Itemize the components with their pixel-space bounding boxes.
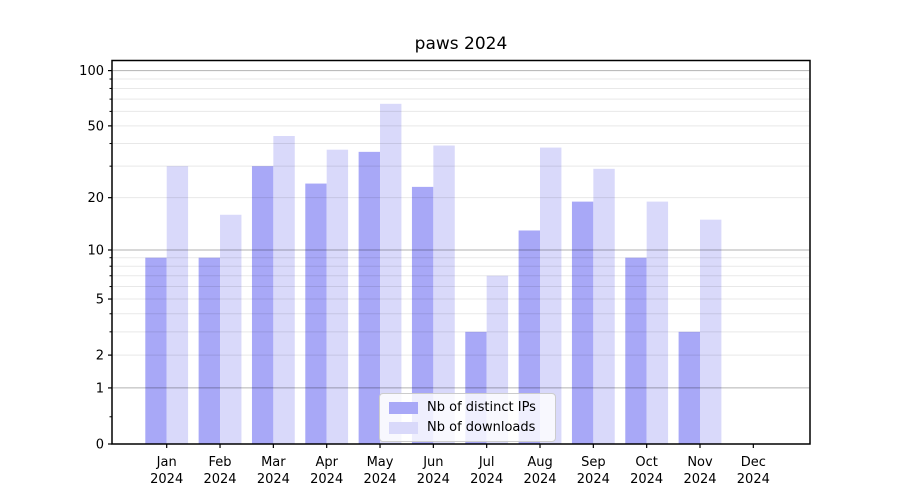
x-tick-label-month: Dec <box>741 455 766 470</box>
bar-ips-nov <box>678 331 700 444</box>
bar-ips-sep <box>571 201 594 444</box>
plot-frame <box>111 59 811 445</box>
bar-ips-oct <box>625 257 647 444</box>
bar-ips-may <box>358 151 381 444</box>
x-tick-label-month: Oct <box>635 455 657 470</box>
bar-ips-feb <box>198 257 221 444</box>
x-tick-label-year: 2024 <box>523 472 556 487</box>
bar-downloads-mar <box>273 136 295 444</box>
x-tick-label-year: 2024 <box>203 472 236 487</box>
x-tick-label-month: Jul <box>478 455 495 470</box>
y-tick-label: 50 <box>87 119 104 134</box>
y-tick-label: 2 <box>96 349 104 364</box>
x-tick-label-year: 2024 <box>577 472 610 487</box>
bar-downloads-jun <box>433 145 455 444</box>
x-tick-label-year: 2024 <box>363 472 396 487</box>
chart-title: paws 2024 <box>414 34 508 54</box>
x-tick-label-year: 2024 <box>630 472 663 487</box>
bar-ips-aug <box>518 230 541 444</box>
y-tick-label: 1 <box>96 381 104 396</box>
legend-swatch-ips-icon <box>389 401 418 414</box>
x-tick-label-year: 2024 <box>310 472 343 487</box>
x-tick-label-month: Nov <box>687 455 713 470</box>
x-tick-label-year: 2024 <box>683 472 716 487</box>
bar-downloads-aug <box>540 147 562 445</box>
legend-item-downloads: Nb of downloads <box>389 420 546 435</box>
legend: Nb of distinct IPs Nb of downloads <box>379 393 556 442</box>
bar-ips-jan <box>145 257 167 444</box>
y-tick-label: 0 <box>96 438 104 453</box>
x-tick-label-year: 2024 <box>257 472 290 487</box>
legend-label: Nb of distinct IPs <box>427 400 536 415</box>
bar-downloads-apr <box>326 149 349 444</box>
bar-downloads-sep <box>593 168 615 444</box>
x-tick-label-month: Apr <box>315 455 338 470</box>
legend-label: Nb of downloads <box>427 420 536 435</box>
bar-downloads-oct <box>646 201 669 444</box>
y-tick-label: 100 <box>79 64 104 79</box>
x-tick-label-month: Jan <box>156 455 177 470</box>
y-tick-label: 10 <box>87 243 104 258</box>
x-tick-label-year: 2024 <box>417 472 450 487</box>
bar-ips-apr <box>305 183 327 444</box>
bar-downloads-may <box>380 103 402 445</box>
x-tick-label-month: May <box>367 455 394 470</box>
x-tick-label-month: Mar <box>261 455 286 470</box>
bar-downloads-feb <box>220 214 242 444</box>
bar-ips-jun <box>411 186 434 444</box>
y-tick-label: 5 <box>96 293 104 308</box>
legend-item-distinct-ips: Nb of distinct IPs <box>389 400 546 415</box>
x-tick-label-year: 2024 <box>470 472 503 487</box>
legend-swatch-downloads-icon <box>389 421 418 434</box>
y-tick-label: 20 <box>87 191 104 206</box>
bar-ips-mar <box>251 166 274 445</box>
bar-downloads-nov <box>700 219 722 444</box>
x-tick-label-year: 2024 <box>150 472 183 487</box>
x-tick-label-month: Jun <box>422 455 443 470</box>
x-tick-label-month: Sep <box>581 455 606 470</box>
x-tick-label-month: Feb <box>209 455 232 470</box>
x-tick-label-year: 2024 <box>737 472 770 487</box>
bar-downloads-jan <box>166 166 189 445</box>
x-tick-label-month: Aug <box>527 455 552 470</box>
